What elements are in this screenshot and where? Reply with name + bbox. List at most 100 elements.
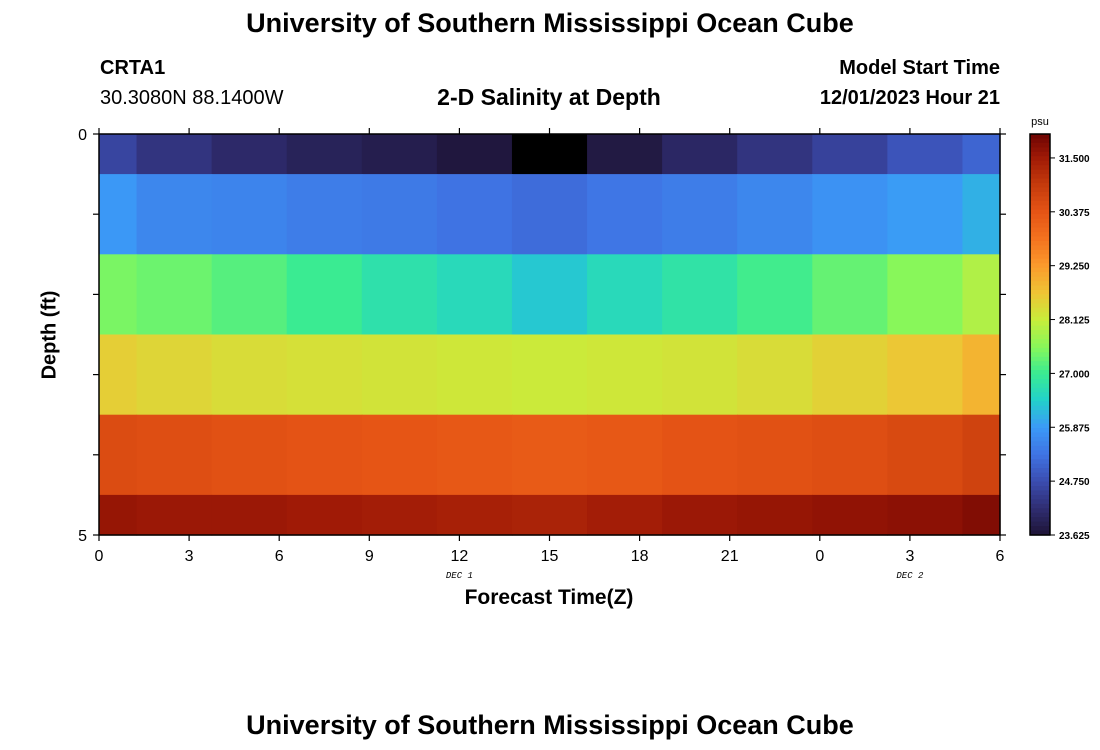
- colorbar-segment: [1030, 379, 1050, 385]
- heatmap-cell: [812, 134, 888, 175]
- colorbar-segment: [1030, 254, 1050, 260]
- heatmap-cell: [812, 174, 888, 255]
- colorbar-segment: [1030, 494, 1050, 500]
- heatmap-cell: [99, 494, 138, 536]
- heatmap-cell: [587, 494, 663, 536]
- heatmap-cell: [662, 414, 738, 496]
- colorbar-segment: [1030, 258, 1050, 264]
- colorbar-segment: [1030, 463, 1050, 469]
- heatmap-cell: [511, 334, 588, 416]
- colorbar-segment: [1030, 307, 1050, 313]
- colorbar-segment: [1030, 383, 1050, 389]
- x-tick-label: 3: [185, 548, 194, 565]
- colorbar-segment: [1030, 218, 1050, 224]
- heatmap-cell: [887, 134, 964, 175]
- colorbar-segment: [1030, 156, 1050, 162]
- heatmap-cell: [286, 334, 363, 416]
- colorbar-segment: [1030, 227, 1050, 233]
- colorbar-segment: [1030, 374, 1050, 380]
- colorbar-segment: [1030, 517, 1050, 523]
- colorbar-segment: [1030, 147, 1050, 153]
- colorbar-segment: [1030, 196, 1050, 202]
- heatmap-cell: [211, 134, 288, 175]
- colorbar-segment: [1030, 321, 1050, 327]
- heatmap-cell: [812, 494, 888, 536]
- colorbar-segment: [1030, 298, 1050, 304]
- heatmap-cell: [737, 414, 813, 496]
- colorbar-segment: [1030, 392, 1050, 398]
- colorbar-tick-label: 27.000: [1059, 369, 1090, 380]
- colorbar-segment: [1030, 370, 1050, 376]
- colorbar-segment: [1030, 387, 1050, 394]
- colorbar-segment: [1030, 423, 1050, 429]
- colorbar-segment: [1030, 477, 1050, 483]
- colorbar-tick-label: 29.250: [1059, 262, 1090, 273]
- heatmap-cell: [662, 254, 738, 336]
- colorbar-segment: [1030, 414, 1050, 420]
- heatmap-cell: [962, 414, 1001, 496]
- heatmap-cell: [286, 414, 363, 496]
- colorbar-segment: [1030, 499, 1050, 505]
- colorbar-segment: [1030, 205, 1050, 211]
- colorbar-segment: [1030, 138, 1050, 144]
- colorbar-segment: [1030, 285, 1050, 291]
- colorbar-segment: [1030, 294, 1050, 300]
- colorbar-segment: [1030, 347, 1050, 353]
- colorbar-segment: [1030, 200, 1050, 206]
- heatmap-cell: [587, 254, 663, 336]
- heatmap-cell: [587, 174, 663, 255]
- station-id: CRTA1: [100, 57, 166, 79]
- colorbar-segment: [1030, 160, 1050, 166]
- heatmap-cell: [887, 254, 964, 336]
- heatmap-cell: [286, 254, 363, 336]
- heatmap-cell: [511, 254, 588, 336]
- colorbar-segment: [1030, 272, 1050, 278]
- colorbar-segment: [1030, 267, 1050, 273]
- heatmap-cell: [962, 134, 1001, 175]
- colorbar-segment: [1030, 330, 1050, 336]
- x-tick-label: 0: [95, 548, 104, 565]
- colorbar-segment: [1030, 396, 1050, 402]
- colorbar-segment: [1030, 356, 1050, 362]
- heatmap-cell: [587, 414, 663, 496]
- heatmap-cell: [99, 334, 138, 416]
- heatmap-cell: [737, 174, 813, 255]
- heatmap-cell: [361, 134, 438, 175]
- heatmap-cell: [962, 174, 1001, 255]
- colorbar-segment: [1030, 352, 1050, 358]
- colorbar-segment: [1030, 428, 1050, 434]
- heatmap-cell: [211, 254, 288, 336]
- colorbar-segment: [1030, 276, 1050, 282]
- heatmap-cell: [737, 134, 813, 175]
- heatmap-cell: [361, 494, 438, 536]
- heatmap-cell: [286, 134, 363, 175]
- heatmap-cell: [436, 134, 513, 175]
- colorbar-segment: [1030, 472, 1050, 478]
- colorbar-segment: [1030, 245, 1050, 251]
- heatmap-cell: [361, 174, 438, 255]
- colorbar-segment: [1030, 405, 1050, 411]
- heatmap-cell: [136, 174, 213, 255]
- colorbar-segment: [1030, 445, 1050, 451]
- colorbar-segment: [1030, 419, 1050, 425]
- heatmap-cell: [99, 414, 138, 496]
- heatmap-cell: [812, 414, 888, 496]
- heatmap-cell: [812, 254, 888, 336]
- colorbar-segment: [1030, 334, 1050, 340]
- heatmap-cell: [99, 174, 138, 255]
- x-tick-label: 15: [541, 548, 559, 565]
- y-tick-label: 0: [78, 127, 87, 144]
- colorbar-segment: [1030, 165, 1050, 171]
- colorbar-segment: [1030, 303, 1050, 309]
- colorbar-segment: [1030, 454, 1050, 460]
- colorbar-segment: [1030, 240, 1050, 246]
- x-tick-label: 0: [815, 548, 824, 565]
- heatmap-cell: [211, 334, 288, 416]
- day-label: DEC 2: [896, 571, 924, 581]
- colorbar-segment: [1030, 401, 1050, 407]
- heatmap-cell: [887, 334, 964, 416]
- heatmap-cell: [737, 494, 813, 536]
- colorbar-segment: [1030, 209, 1050, 215]
- model-start-value: 12/01/2023 Hour 21: [819, 87, 1000, 109]
